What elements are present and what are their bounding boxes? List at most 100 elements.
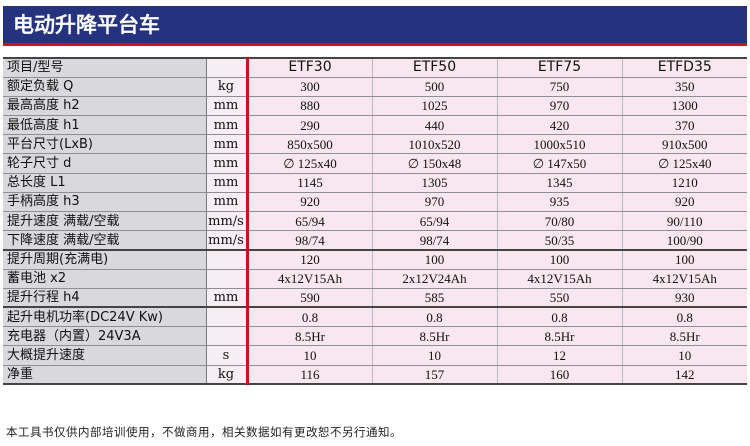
- row-value: 65/94: [372, 211, 498, 232]
- row-value: 910x500: [622, 134, 747, 155]
- row-unit: mm: [206, 96, 249, 117]
- row-label: 净重: [3, 365, 207, 386]
- row-value: 1010x520: [372, 134, 498, 155]
- row-value: 1210: [622, 173, 747, 193]
- row-unit: mm: [206, 153, 249, 174]
- row-value: 1000x510: [497, 134, 623, 155]
- row-label: 起升电机功率(DC24V Kw): [3, 306, 207, 328]
- row-value: 65/94: [247, 211, 373, 232]
- row-value: 4x12V15Ah: [497, 269, 623, 289]
- row-label: 手柄高度 h3: [3, 192, 207, 213]
- row-value: 4x12V15Ah: [622, 269, 747, 289]
- row-value: 10: [372, 345, 498, 366]
- row-label: 平台尺寸(LxB): [3, 134, 207, 155]
- row-value: 2x12V24Ah: [372, 269, 498, 289]
- table-row: 充电器（内置）24V3A 8.5Hr 8.5Hr 8.5Hr 8.5Hr: [3, 326, 747, 347]
- row-label: 提升行程 h4: [3, 288, 207, 308]
- row-label: 提升周期(充满电): [3, 248, 207, 270]
- model-name: ETF30: [247, 56, 373, 78]
- table-row: 提升周期(充满电) 120 100 100 100: [3, 248, 747, 270]
- table-header-row: 项目/型号 ETF30 ETF50 ETF75 ETFD35: [3, 56, 747, 78]
- row-value: 970: [372, 192, 498, 213]
- row-value: 100: [497, 248, 623, 270]
- row-value: 440: [372, 115, 498, 136]
- row-value: 1025: [372, 96, 498, 117]
- row-value: 420: [497, 115, 623, 136]
- row-unit: mm/s: [206, 230, 249, 251]
- row-value: 930: [622, 288, 747, 308]
- row-unit: mm: [206, 115, 249, 136]
- row-value: ∅ 147x50: [497, 153, 623, 174]
- row-value: 970: [497, 96, 623, 117]
- row-value: 8.5Hr: [622, 326, 747, 347]
- row-value: 120: [247, 248, 373, 270]
- row-label: 充电器（内置）24V3A: [3, 326, 207, 347]
- row-value: ∅ 125x40: [622, 153, 747, 174]
- row-value: 160: [497, 365, 623, 386]
- row-value: 1305: [372, 173, 498, 193]
- header-unit: [206, 56, 249, 78]
- row-value: 1145: [247, 173, 373, 193]
- row-label: 最低高度 h1: [3, 115, 207, 136]
- row-label: 蓄电池 x2: [3, 269, 207, 289]
- table-row: 净重 kg 116 157 160 142: [3, 365, 747, 386]
- table-row: 平台尺寸(LxB) mm 850x500 1010x520 1000x510 910x50…: [3, 134, 747, 155]
- table-row: 提升速度 满载/空载 mm/s 65/94 65/94 70/80 90/110: [3, 211, 747, 232]
- row-value: 0.8: [622, 306, 747, 328]
- title-bar: 电动升降平台车: [3, 6, 747, 46]
- row-value: ∅ 125x40: [247, 153, 373, 174]
- row-value: 920: [622, 192, 747, 213]
- row-value: 920: [247, 192, 373, 213]
- row-value: 98/74: [372, 230, 498, 251]
- row-label: 提升速度 满载/空载: [3, 211, 207, 232]
- footer-note: 本工具书仅供内部培训使用，不做商用，相关数据如有更改恕不另行通知。: [6, 425, 402, 439]
- row-unit: mm: [206, 173, 249, 193]
- row-label: 额定负载 Q: [3, 77, 207, 97]
- row-label: 大概提升速度: [3, 345, 207, 366]
- row-label: 下降速度 满载/空载: [3, 230, 207, 251]
- row-value: 100: [372, 248, 498, 270]
- table-row: 手柄高度 h3 mm 920 970 935 920: [3, 192, 747, 213]
- row-value: 750: [497, 77, 623, 97]
- row-value: 590: [247, 288, 373, 308]
- table-row: 提升行程 h4 mm 590 585 550 930: [3, 288, 747, 308]
- table-row: 总长度 L1 mm 1145 1305 1345 1210: [3, 173, 747, 193]
- row-unit: [206, 269, 249, 289]
- table-row: 蓄电池 x2 4x12V15Ah 2x12V24Ah 4x12V15Ah 4x12V15…: [3, 269, 747, 289]
- row-value: 10: [622, 345, 747, 366]
- row-unit: [206, 306, 249, 328]
- row-value: 8.5Hr: [497, 326, 623, 347]
- model-name: ETF75: [497, 56, 623, 78]
- table-row: 大概提升速度 s 10 10 12 10: [3, 345, 747, 366]
- row-value: 0.8: [497, 306, 623, 328]
- row-value: 0.8: [247, 306, 373, 328]
- table-row: 最高高度 h2 mm 880 1025 970 1300: [3, 96, 747, 117]
- row-value: 500: [372, 77, 498, 97]
- row-unit: mm/s: [206, 211, 249, 232]
- row-value: 350: [622, 77, 747, 97]
- row-value: 116: [247, 365, 373, 386]
- row-value: 8.5Hr: [372, 326, 498, 347]
- row-value: 370: [622, 115, 747, 136]
- row-value: 850x500: [247, 134, 373, 155]
- row-value: 142: [622, 365, 747, 386]
- row-value: 300: [247, 77, 373, 97]
- row-unit: kg: [206, 77, 249, 97]
- row-value: 935: [497, 192, 623, 213]
- model-name: ETF50: [372, 56, 498, 78]
- table-row: 最低高度 h1 mm 290 440 420 370: [3, 115, 747, 136]
- page-title: 电动升降平台车: [13, 13, 160, 37]
- row-value: 100/90: [622, 230, 747, 251]
- table-row: 轮子尺寸 d mm ∅ 125x40 ∅ 150x48 ∅ 147x50 ∅ 125x40: [3, 153, 747, 174]
- row-value: 10: [247, 345, 373, 366]
- row-value: 4x12V15Ah: [247, 269, 373, 289]
- row-unit: [206, 326, 249, 347]
- row-label: 轮子尺寸 d: [3, 153, 207, 174]
- row-value: 12: [497, 345, 623, 366]
- row-value: 98/74: [247, 230, 373, 251]
- row-label: 总长度 L1: [3, 173, 207, 193]
- row-value: 100: [622, 248, 747, 270]
- row-value: 70/80: [497, 211, 623, 232]
